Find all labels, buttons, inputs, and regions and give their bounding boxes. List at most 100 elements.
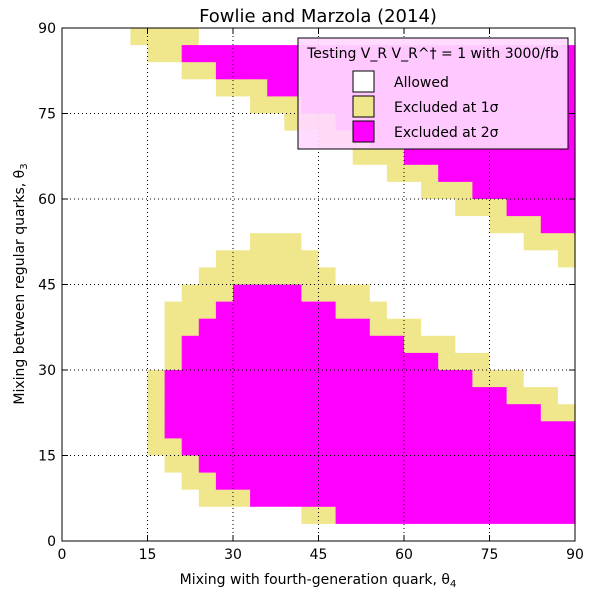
heatmap-cell <box>267 284 285 303</box>
heatmap-cell <box>79 404 97 422</box>
heatmap-cell <box>267 352 285 371</box>
heatmap-cell <box>215 335 234 354</box>
heatmap-cell <box>267 113 285 132</box>
heatmap-cell <box>352 216 371 234</box>
heatmap-cell <box>96 301 114 320</box>
heatmap-cell <box>301 250 320 268</box>
heatmap-cell <box>198 506 217 525</box>
heatmap-cell <box>62 233 80 251</box>
heatmap-cell <box>267 45 285 63</box>
legend-swatch <box>352 120 375 143</box>
heatmap-cell <box>352 387 371 405</box>
y-axis-label: Mixing between regular quarks, θ3 <box>12 163 30 404</box>
heatmap-cell <box>369 455 388 474</box>
heatmap-cell <box>250 301 268 320</box>
heatmap-cell <box>301 352 320 371</box>
heatmap-cell <box>147 387 166 405</box>
heatmap-cell <box>284 181 302 200</box>
heatmap-cell <box>130 489 149 508</box>
heatmap-cell <box>215 489 234 508</box>
heatmap-cell <box>233 352 251 371</box>
heatmap-cell <box>352 181 371 200</box>
heatmap-cell <box>472 181 491 200</box>
heatmap-cell <box>267 472 285 491</box>
heatmap-cell <box>421 216 439 234</box>
heatmap-cell <box>540 216 559 234</box>
heatmap-cell <box>369 404 388 422</box>
heatmap-cell <box>421 404 439 422</box>
heatmap-cell <box>250 284 268 303</box>
heatmap-cell <box>147 62 166 80</box>
heatmap-cell <box>421 506 439 525</box>
heatmap-cell <box>404 233 422 251</box>
heatmap-cell <box>540 199 559 217</box>
heatmap-cell <box>472 199 491 217</box>
heatmap-cell <box>421 335 439 354</box>
heatmap-cell <box>352 250 371 268</box>
heatmap-cell <box>130 352 149 371</box>
heatmap-cell <box>438 284 456 303</box>
heatmap-cell <box>557 438 576 457</box>
heatmap-cell <box>79 181 97 200</box>
heatmap-cell <box>523 250 542 268</box>
heatmap-cell <box>523 489 542 508</box>
heatmap-cell <box>233 233 251 251</box>
heatmap-cell <box>113 523 131 542</box>
heatmap-cell <box>62 438 80 457</box>
heatmap-cell <box>62 489 80 508</box>
heatmap-cell <box>113 352 131 371</box>
heatmap-cell <box>147 181 166 200</box>
heatmap-cell <box>318 523 337 542</box>
heatmap-cell <box>215 455 234 474</box>
heatmap-cell <box>335 489 354 508</box>
heatmap-cell <box>318 181 337 200</box>
heatmap-cell <box>164 199 183 217</box>
heatmap-cell <box>386 404 405 422</box>
heatmap-cell <box>181 233 200 251</box>
heatmap-cell <box>318 370 337 388</box>
x-axis-label-sub: 4 <box>450 579 456 590</box>
legend-label: Excluded at 1σ <box>394 100 499 116</box>
heatmap-cell <box>318 421 337 439</box>
heatmap-cell <box>335 284 354 303</box>
heatmap-cell <box>506 506 525 525</box>
heatmap-cell <box>301 216 320 234</box>
heatmap-cell <box>438 506 456 525</box>
heatmap-cell <box>489 506 508 525</box>
heatmap-cell <box>335 318 354 337</box>
heatmap-cell <box>335 181 354 200</box>
heatmap-cell <box>233 96 251 115</box>
heatmap-cell <box>284 489 302 508</box>
heatmap-cell <box>557 387 576 405</box>
heatmap-cell <box>79 284 97 303</box>
heatmap-cell <box>369 472 388 491</box>
heatmap-cell <box>421 181 439 200</box>
heatmap-cell <box>62 216 80 234</box>
heatmap-cell <box>557 199 576 217</box>
heatmap-cell <box>369 318 388 337</box>
heatmap-cell <box>284 199 302 217</box>
heatmap-cell <box>404 301 422 320</box>
heatmap-cell <box>472 455 491 474</box>
heatmap-cell <box>267 267 285 286</box>
heatmap-cell <box>506 335 525 354</box>
heatmap-cell <box>506 284 525 303</box>
heatmap-cell <box>215 438 234 457</box>
heatmap-cell <box>164 472 183 491</box>
heatmap-cell <box>506 199 525 217</box>
x-tick-label: 60 <box>395 547 413 563</box>
heatmap-cell <box>96 438 114 457</box>
heatmap-cell <box>523 370 542 388</box>
heatmap-cell <box>557 301 576 320</box>
heatmap-cell <box>506 147 525 166</box>
heatmap-cell <box>438 455 456 474</box>
heatmap-cell <box>335 455 354 474</box>
heatmap-cell <box>421 523 439 542</box>
heatmap-cell <box>455 199 473 217</box>
heatmap-cell <box>284 472 302 491</box>
heatmap-cell <box>318 147 337 166</box>
heatmap-cell <box>215 96 234 115</box>
heatmap-cell <box>455 523 473 542</box>
heatmap-cell <box>96 370 114 388</box>
heatmap-cell <box>164 28 183 46</box>
